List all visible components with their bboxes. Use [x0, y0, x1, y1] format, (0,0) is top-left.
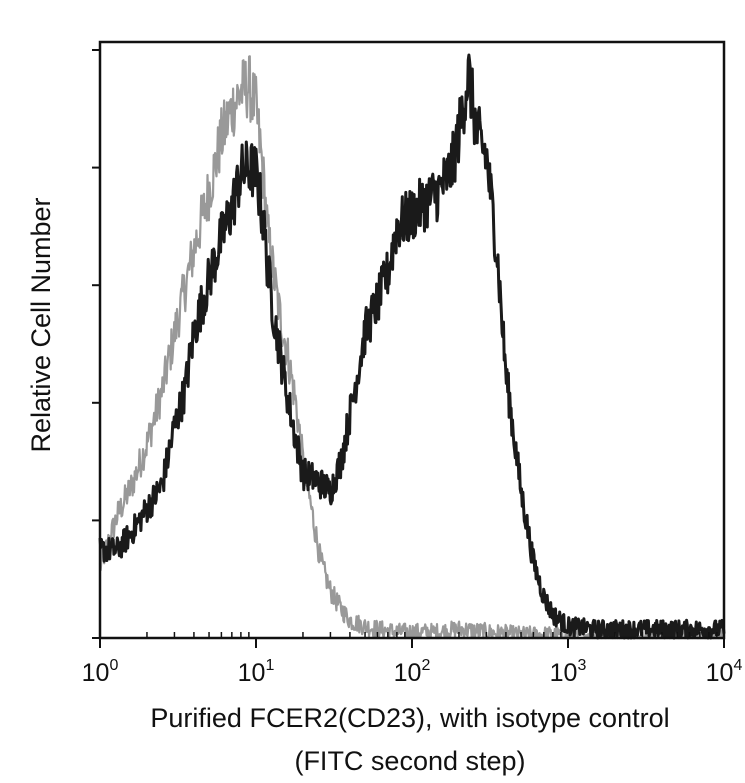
cd23-stained-curve: [98, 53, 726, 640]
series-layer: [98, 53, 726, 640]
y-axis-ticks: [92, 49, 100, 639]
y-axis-title: Relative Cell Number: [26, 197, 56, 452]
x-tick-label: 102: [394, 657, 431, 687]
x-axis-ticks: 100 101 102 103 104: [82, 632, 743, 687]
x-axis-title-line1: Purified FCER2(CD23), with isotype contr…: [150, 703, 669, 733]
x-axis-title-line2: (FITC second step): [294, 746, 525, 776]
x-tick-label: 103: [550, 657, 587, 687]
x-tick-label: 101: [238, 657, 275, 687]
x-tick-label: 100: [82, 657, 119, 687]
x-tick-label: 104: [706, 657, 743, 687]
